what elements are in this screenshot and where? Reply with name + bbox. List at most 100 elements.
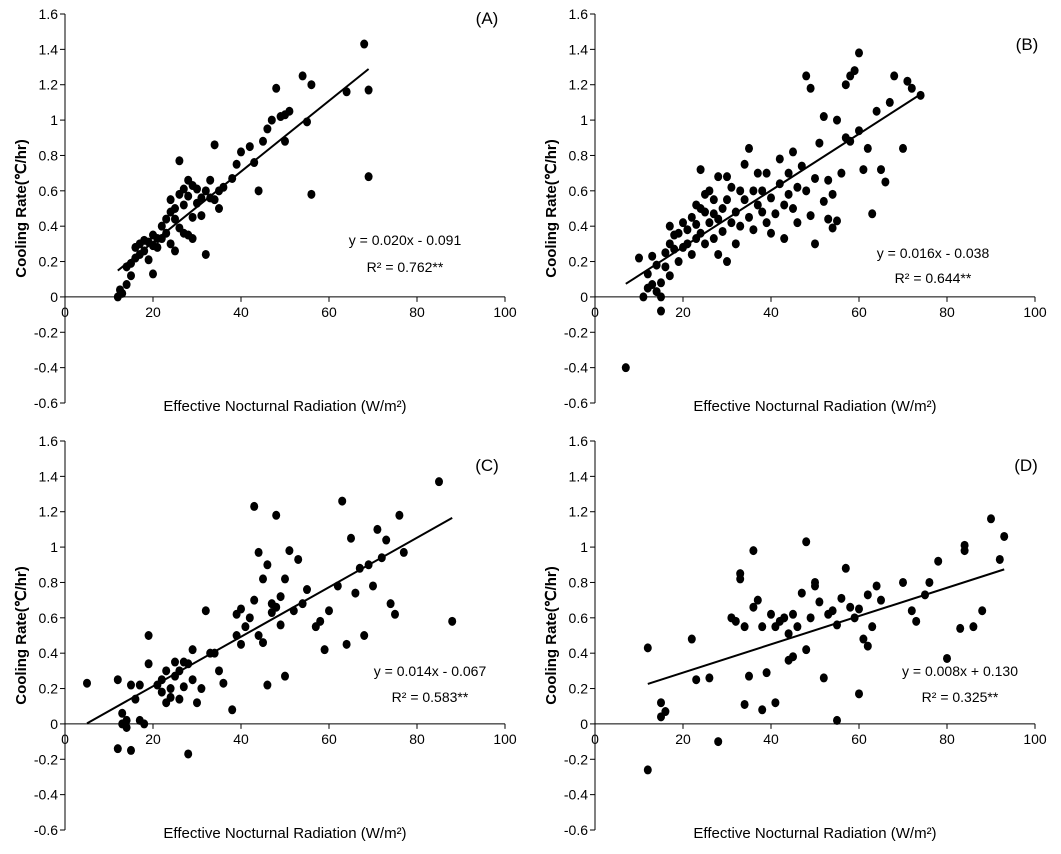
data-point [797,161,806,171]
data-point [263,124,272,134]
data-point [705,186,714,196]
data-point [188,234,197,244]
data-point [621,363,630,373]
data-point [307,80,316,90]
scatter-panel-b: -0.6 -0.4 -0.2 0 0.2 0.4 0.6 0.8 1 1.2 1.4 1.6 0 20 40… [530,0,1061,427]
data-point [369,581,377,591]
data-point [364,560,373,570]
data-point [338,496,347,506]
y-tick-label: 1.2 [569,77,589,93]
data-point [687,249,696,259]
y-tick-label: -0.2 [34,324,58,340]
x-axis-title: Effective Nocturnal Radiation (W/m²) [163,398,406,415]
y-tick-label: 1.4 [39,41,59,57]
data-point [241,622,250,632]
y-tick-label: -0.4 [564,787,588,803]
data-point [767,193,775,203]
data-point [723,195,731,205]
data-point [254,547,263,557]
data-point [657,698,665,708]
data-point [193,698,201,708]
data-point [907,606,916,616]
data-point [245,613,254,623]
data-point [762,168,771,178]
data-point [118,708,127,718]
data-point [855,48,863,58]
data-point [149,269,157,279]
data-point [859,165,868,175]
x-axis-title: Effective Nocturnal Radiation (W/m²) [693,398,936,415]
y-tick-label: -0.6 [564,822,588,838]
data-point [360,631,369,640]
data-point [307,189,316,199]
data-point [745,212,753,222]
data-point [868,622,877,632]
x-tick-label: 0 [591,731,599,747]
data-point [907,83,916,93]
data-point [259,136,267,146]
y-tick-label: 1 [580,112,588,128]
y-tick-label: -0.4 [34,787,58,803]
data-point [819,196,828,206]
x-tick-label: 40 [233,304,249,320]
data-point [731,616,740,626]
y-tick-label: 0 [580,716,588,732]
x-tick-label: 100 [493,304,517,320]
data-point [714,172,723,182]
data-point [201,249,210,259]
data-point [232,631,241,640]
data-point [197,193,206,203]
data-point [197,211,206,221]
data-point [272,83,281,93]
data-point [276,592,285,602]
y-tick-label: 0.2 [569,254,589,270]
data-point [701,207,709,217]
data-point [342,639,351,649]
data-point [683,225,692,235]
data-point [758,705,767,715]
data-point [179,200,188,210]
data-point [184,749,193,759]
data-point [692,219,701,229]
data-point [263,560,272,570]
y-axis-title: Cooling Rate(℃/hr) [543,566,560,705]
data-point [250,501,259,511]
data-point [188,212,197,222]
x-axis-title: Effective Nocturnal Radiation (W/m²) [163,825,406,842]
data-point [780,613,789,623]
data-point [140,246,149,256]
data-point [912,616,921,626]
data-point [281,136,289,146]
data-point [197,684,206,694]
data-point [162,228,171,238]
data-point [899,577,907,587]
data-point [179,184,188,194]
data-point [360,39,369,49]
data-point [351,588,360,598]
data-point [237,147,245,157]
data-point [219,678,228,688]
data-point [863,590,872,600]
data-point [903,76,912,86]
y-tick-label: 1.2 [39,77,59,93]
r-squared: R² = 0.325** [922,689,999,705]
data-point [325,606,333,616]
data-point [709,195,718,205]
data-point [767,609,775,619]
data-point [679,218,687,228]
data-point [285,546,294,556]
data-point [298,71,307,81]
data-point [696,228,705,238]
data-point [824,175,833,185]
data-point [850,613,859,623]
data-point [303,585,311,595]
x-tick-label: 20 [145,304,161,320]
r-squared: R² = 0.644** [895,270,972,286]
data-point [144,631,153,640]
data-point [157,221,166,231]
x-tick-label: 20 [675,731,691,747]
y-tick-label: 0.6 [569,610,589,626]
data-point [793,182,802,192]
data-point [228,173,237,183]
data-point [789,609,797,619]
